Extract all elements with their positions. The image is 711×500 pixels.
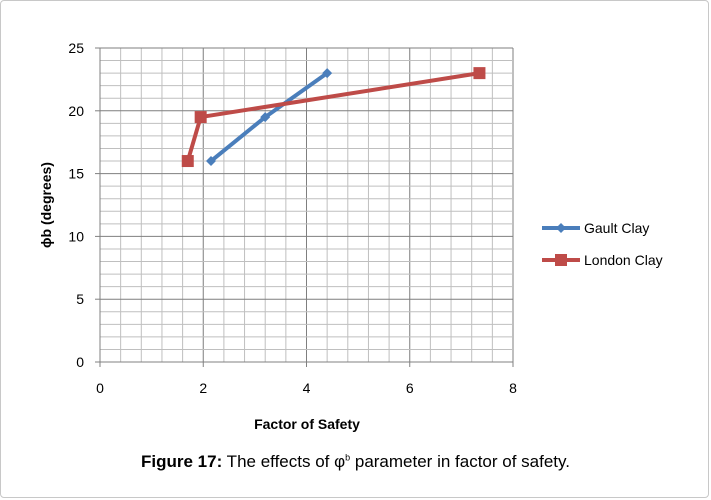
figure-caption: Figure 17: The effects of φb parameter i…: [0, 452, 711, 472]
y-tick-label: 20: [68, 103, 84, 119]
legend-label: London Clay: [584, 252, 663, 268]
legend-item-gault-clay: Gault Clay: [542, 220, 649, 236]
series-layer: [181, 67, 486, 168]
x-tick-label: 8: [509, 380, 517, 396]
series-line-london-clay: [185, 71, 480, 162]
legend-label: Gault Clay: [584, 220, 649, 236]
data-point-gault-clay: [205, 156, 216, 167]
x-tick-label: 4: [303, 380, 311, 396]
x-axis-label: Factor of Safety: [254, 416, 360, 432]
caption-label: Figure 17:: [141, 452, 223, 471]
caption-superscript: b: [345, 452, 351, 463]
tick-labels: 0 2 4 6 8 0 5 10 15 20 25: [68, 40, 517, 396]
series-gault-clay: [205, 68, 333, 167]
legend-item-london-clay: London Clay: [542, 252, 663, 268]
y-axis-label: ϕb (degrees): [38, 162, 54, 248]
legend-swatch-marker: [555, 254, 567, 266]
series-london-clay: [181, 67, 486, 168]
caption-text-before: The effects of φ: [222, 452, 346, 471]
legend-swatch-marker: [556, 223, 566, 233]
x-tick-label: 6: [406, 380, 414, 396]
y-tick-label: 15: [68, 166, 84, 182]
caption-text-after: parameter in factor of safety.: [350, 452, 570, 471]
y-tick-label: 0: [76, 354, 84, 370]
data-point-gault-clay: [260, 112, 271, 123]
y-tick-label: 25: [68, 40, 84, 56]
y-tick-label: 10: [68, 228, 84, 244]
legend: Gault Clay London Clay: [542, 220, 663, 268]
chart: 0 2 4 6 8 0 5 10 15 20 25 Factor of Safety ϕb (deg…: [38, 40, 663, 432]
data-point-gault-clay: [322, 68, 333, 79]
data-point-london-clay: [473, 67, 486, 80]
axes: [95, 47, 514, 367]
x-tick-label: 0: [96, 380, 104, 396]
grid: [99, 47, 514, 363]
x-tick-label: 2: [199, 380, 207, 396]
data-point-london-clay: [194, 111, 207, 124]
y-tick-label: 5: [76, 291, 84, 307]
data-point-london-clay: [181, 155, 194, 168]
